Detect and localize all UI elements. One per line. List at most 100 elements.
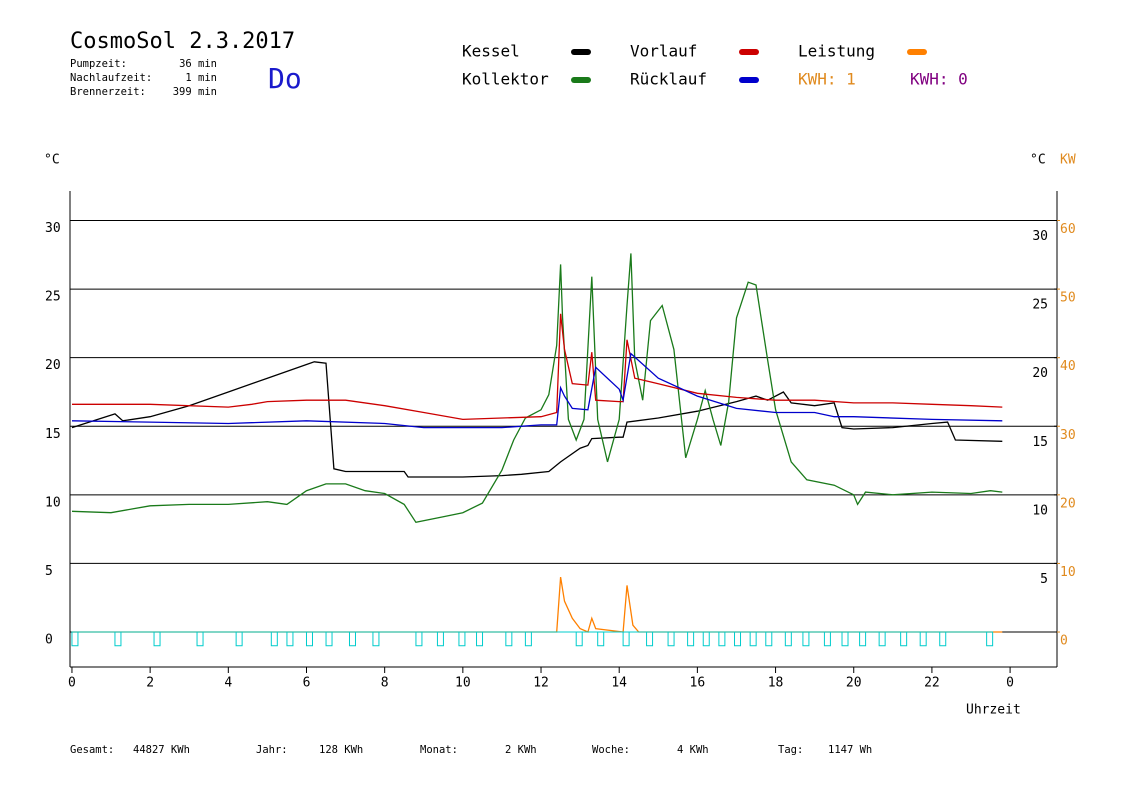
series-line [72, 576, 1003, 633]
series-line [71, 352, 1003, 429]
info-value: 1 min [185, 72, 217, 84]
pulse [939, 631, 947, 647]
y-tick-label: 30 [45, 221, 61, 236]
info-label: Nachlaufzeit: [70, 72, 152, 84]
total-value: 4 KWh [677, 744, 709, 756]
pulse [524, 631, 532, 647]
pulse [986, 631, 994, 647]
series-line [71, 253, 1003, 524]
pulse [718, 631, 726, 647]
pulse [765, 631, 773, 647]
pulse [286, 631, 294, 647]
total-label: Monat: [420, 744, 458, 756]
pulse [841, 631, 849, 647]
legend-extra: KWH: 1 [798, 70, 856, 89]
x-tick-label: 12 [533, 676, 549, 691]
x-tick-label: 8 [381, 676, 389, 691]
pulse [919, 631, 927, 647]
info-value: 36 min [179, 58, 217, 70]
x-tick-label: 20 [846, 676, 862, 691]
pulse [348, 631, 356, 647]
pulse [153, 631, 161, 647]
y-axis-label: °C [44, 153, 60, 168]
x-tick-label: 10 [455, 676, 471, 691]
legend-label: Vorlauf [630, 42, 697, 61]
pulse [646, 631, 654, 647]
y2-tick-label: 40 [1060, 359, 1076, 374]
pulse [667, 631, 675, 647]
y2-tick-label: 50 [1060, 291, 1076, 306]
x-tick-label: 0 [68, 676, 76, 691]
pulse [235, 631, 243, 647]
y-right-tick-label: 25 [1032, 298, 1048, 313]
pulse [372, 631, 380, 647]
pulse [270, 631, 278, 647]
legend-label: Rücklauf [630, 70, 707, 89]
legend-extra: KWH: 0 [910, 70, 968, 89]
total-value: 1147 Wh [828, 744, 872, 756]
y-tick-label: 20 [45, 358, 61, 373]
y2-tick-label: 20 [1060, 496, 1076, 511]
chart-title: CosmoSol 2.3.2017 [70, 29, 295, 54]
pulse [505, 631, 513, 647]
x-tick-label: 2 [146, 676, 154, 691]
pulse [823, 631, 831, 647]
total-label: Tag: [778, 744, 803, 756]
pulse [196, 631, 204, 647]
x-tick-label: 14 [611, 676, 627, 691]
total-label: Woche: [592, 744, 630, 756]
total-value: 2 KWh [505, 744, 537, 756]
series-line [72, 313, 1003, 421]
y-right-tick-label: 30 [1032, 229, 1048, 244]
info-value: 399 min [173, 86, 217, 98]
y-right-tick-label: 20 [1032, 366, 1048, 381]
legend-label: Leistung [798, 42, 875, 61]
total-value: 128 KWh [319, 744, 363, 756]
y2-tick-label: 60 [1060, 222, 1076, 237]
pulse [71, 631, 79, 647]
series-line [71, 361, 1003, 478]
y2-tick-label: 0 [1060, 634, 1068, 649]
pulse [415, 631, 423, 647]
total-value: 44827 KWh [133, 744, 190, 756]
x-tick-label: 16 [690, 676, 706, 691]
pulse [734, 631, 742, 647]
pulse [436, 631, 444, 647]
pulse [900, 631, 908, 647]
pulse [622, 631, 630, 647]
x-axis-label: Uhrzeit [966, 703, 1021, 718]
pulse [305, 631, 313, 647]
x-tick-label: 18 [768, 676, 784, 691]
pulse [802, 631, 810, 647]
total-label: Jahr: [256, 744, 288, 756]
pulse [597, 631, 605, 647]
pulse [325, 631, 333, 647]
info-label: Pumpzeit: [70, 58, 127, 70]
pulse [476, 631, 484, 647]
pulse [687, 631, 695, 647]
pulse [784, 631, 792, 647]
total-label: Gesamt: [70, 744, 114, 756]
y2-axis-label: KW [1060, 153, 1076, 168]
legend-label: Kollektor [462, 70, 549, 89]
day: Do [268, 62, 302, 95]
y-tick-label: 0 [45, 633, 53, 648]
y2-tick-label: 30 [1060, 428, 1076, 443]
legend-label: Kessel [462, 42, 520, 61]
y2-tick-label: 10 [1060, 565, 1076, 580]
pulse [859, 631, 867, 647]
x-tick-label: 0 [1006, 676, 1014, 691]
y-right-tick-label: 10 [1032, 503, 1048, 518]
x-tick-label: 22 [924, 676, 940, 691]
pulse [575, 631, 583, 647]
pulse [114, 631, 122, 647]
x-tick-label: 4 [224, 676, 232, 691]
y-tick-label: 5 [45, 564, 53, 579]
pulse [702, 631, 710, 647]
y-right-tick-label: 15 [1032, 435, 1048, 450]
pulse [749, 631, 757, 647]
info-label: Brennerzeit: [70, 86, 146, 98]
y-right-tick-label: 5 [1040, 572, 1048, 587]
pulse [878, 631, 886, 647]
